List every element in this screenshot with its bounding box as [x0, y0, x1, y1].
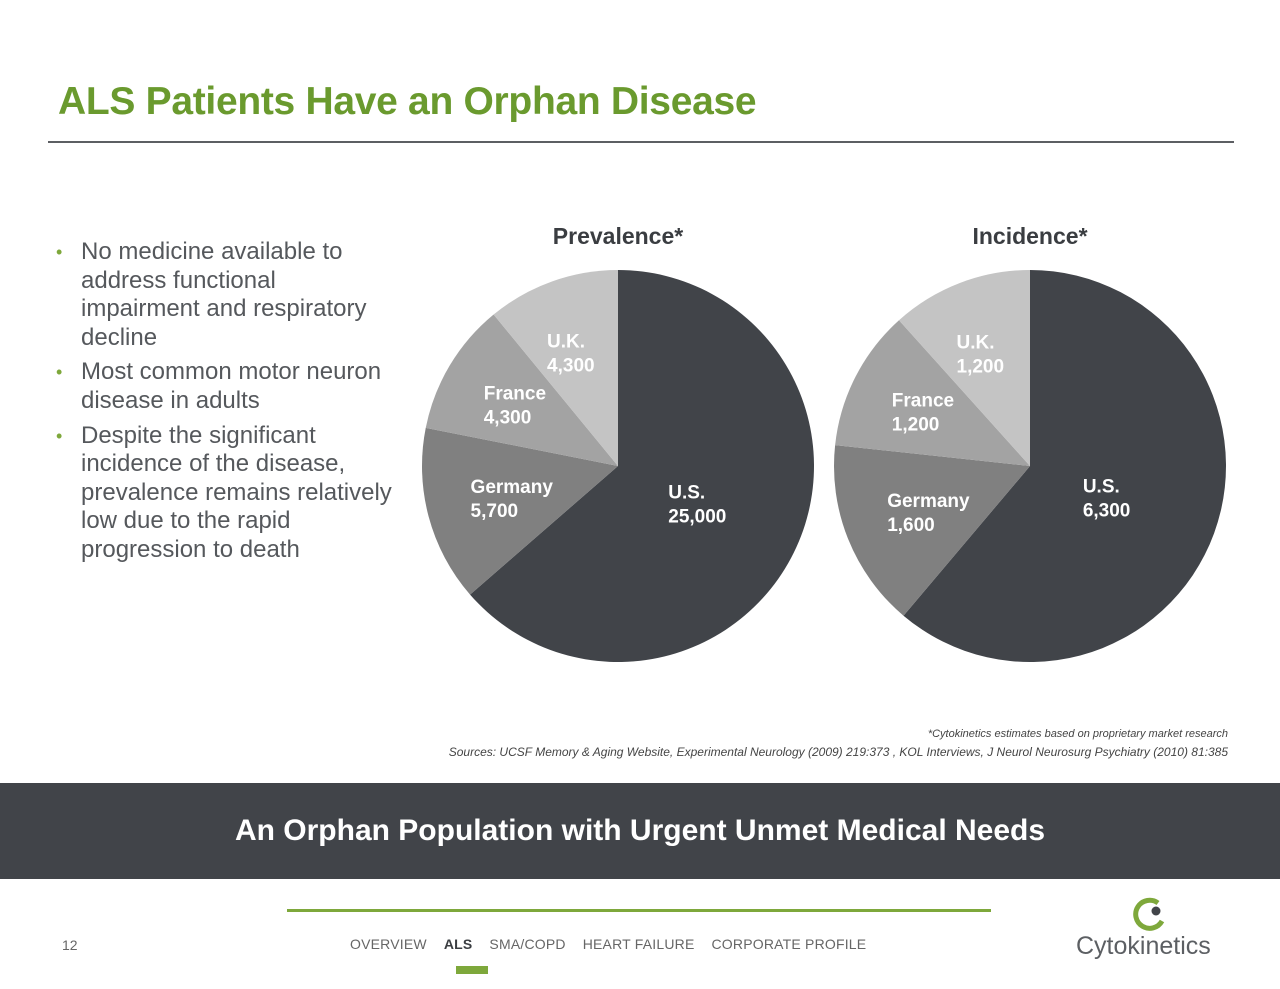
pie-chart-incidence: Incidence* U.S. 6,300 Germany 1,600 France 1,2…: [834, 223, 1226, 662]
pie-slice-uk: [898, 270, 1030, 466]
chart-title: Prevalence*: [553, 223, 683, 249]
pie-slice-germany: [422, 427, 618, 595]
bottom-banner: An Orphan Population with Urgent Unmet M…: [0, 783, 1280, 879]
nav-heart-failure[interactable]: HEART FAILURE: [582, 936, 695, 952]
slide-title: ALS Patients Have an Orphan Disease: [58, 80, 757, 123]
nav-als[interactable]: ALS: [443, 936, 473, 952]
slice-label: U.K. 1,200: [957, 333, 1005, 378]
slice-label: U.S. 25,000: [668, 483, 726, 528]
banner-text: An Orphan Population with Urgent Unmet M…: [234, 814, 1046, 847]
bullet-item: Despite the significant incidence of the…: [56, 422, 396, 565]
pie-charts: Prevalence* U.S. 25,000 Germany 5,700 France 4…: [422, 223, 1226, 662]
slice-label: France 4,300: [484, 384, 546, 429]
section-nav: OVERVIEW ALS SMA/COPD HEART FAILURE CORP…: [350, 936, 866, 952]
slice-label: U.K. 4,300: [547, 332, 595, 377]
chart-title: Incidence*: [972, 223, 1087, 249]
pie-chart-prevalence: Prevalence* U.S. 25,000 Germany 5,700 France 4…: [422, 223, 814, 662]
bullet-list: No medicine available to address functio…: [56, 238, 396, 571]
active-section-marker: [456, 966, 488, 974]
footnote: *Cytokinetics estimates based on proprie…: [927, 728, 1228, 740]
pie-slice-germany: [834, 445, 1030, 616]
page-number: 12: [62, 937, 78, 953]
slice-label: Germany 1,600: [887, 491, 970, 536]
pie-slice-us: [470, 270, 814, 662]
sources-note: Sources: UCSF Memory & Aging Website, Ex…: [448, 745, 1228, 759]
nav-divider: [287, 909, 991, 912]
nav-overview[interactable]: OVERVIEW: [350, 936, 427, 952]
pie-slice-france: [835, 320, 1030, 466]
title-divider: [48, 141, 1234, 143]
slice-label: France 1,200: [892, 391, 954, 436]
nav-sma-copd[interactable]: SMA/COPD: [489, 936, 566, 952]
nav-corporate-profile[interactable]: CORPORATE PROFILE: [711, 936, 867, 952]
bullet-item: No medicine available to address functio…: [56, 238, 396, 352]
company-logo-text: Cytokinetics: [1076, 932, 1211, 960]
cytokinetics-logo-icon: [1133, 897, 1165, 931]
pie-slice-us: [903, 270, 1226, 662]
pie-slice-uk: [493, 270, 618, 466]
slice-label: U.S. 6,300: [1083, 476, 1131, 521]
pie-slice-france: [425, 314, 618, 466]
bullet-item: Most common motor neuron disease in adul…: [56, 358, 396, 415]
slice-label: Germany 5,700: [471, 477, 554, 522]
